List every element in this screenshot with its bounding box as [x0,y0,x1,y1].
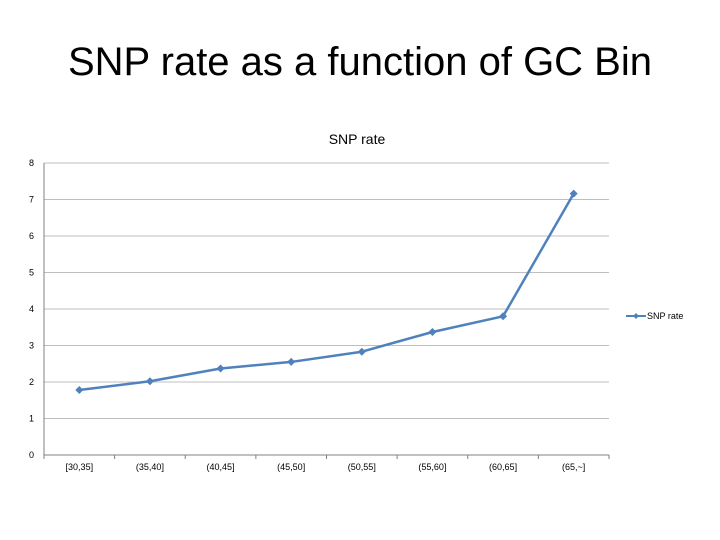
data-point [216,364,225,373]
x-tick-labels: [30,35] (35,40] (40,45] (45,50] (50,55] (55,6… [66,462,586,472]
x-tick-label: (45,50] [277,462,305,472]
legend-swatch-marker [633,313,639,319]
x-tick-label: (50,55] [348,462,376,472]
data-point [145,377,154,386]
y-tick-label: 6 [29,231,34,241]
x-tick-label: (35,40] [136,462,164,472]
y-tick-label: 2 [29,377,34,387]
data-point [499,312,508,321]
x-tick-label: (65,~] [562,462,585,472]
series-layer [75,189,578,395]
y-tick-label: 5 [29,268,34,278]
grid-lines [44,162,609,419]
y-tick-label: 7 [29,195,34,205]
legend: SNP rate [626,311,683,321]
y-tick-label: 4 [29,304,34,314]
data-point [357,347,366,356]
y-tick-label: 0 [29,450,34,460]
slide-title: SNP rate as a function of GC Bin [67,40,652,84]
data-point [428,327,437,336]
data-point [75,386,84,395]
x-tick-label: (40,45] [207,462,235,472]
axes [43,163,610,459]
y-tick-label: 3 [29,341,34,351]
y-tick-label: 1 [29,414,34,424]
legend-label: SNP rate [647,311,683,321]
y-tick-labels: 0 1 2 3 4 5 6 7 8 [29,158,34,460]
x-tick-label: (60,65] [489,462,517,472]
chart-title: SNP rate [329,131,386,147]
y-tick-label: 8 [29,158,34,168]
series-line [79,193,575,392]
data-point [569,189,578,198]
data-point [287,357,296,366]
x-tick-label: [30,35] [66,462,94,472]
x-tick-label: (55,60] [418,462,446,472]
